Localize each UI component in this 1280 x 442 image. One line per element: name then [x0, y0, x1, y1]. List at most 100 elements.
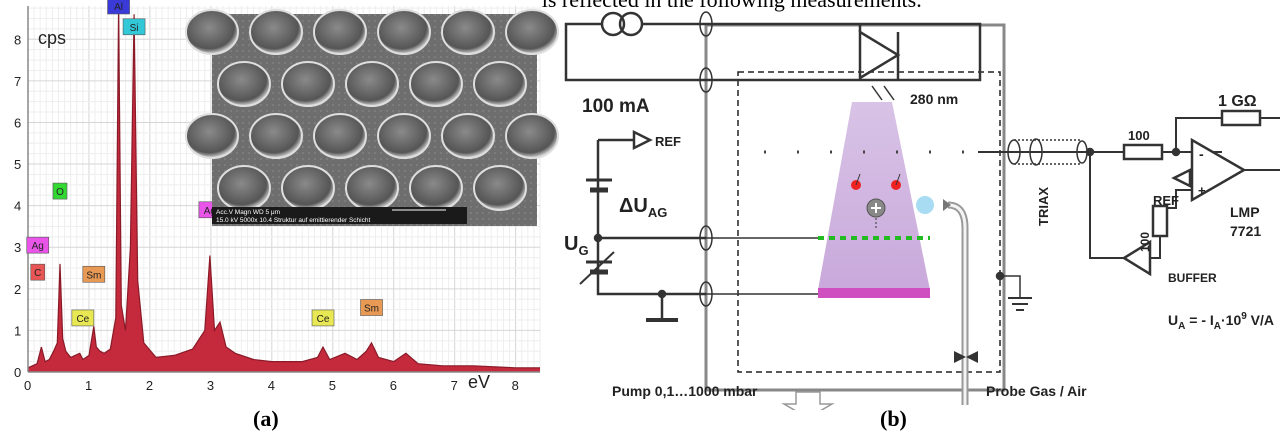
ref-label: REF — [655, 134, 681, 149]
current-label: 100 mA — [582, 96, 650, 117]
cathode-supply-wire — [596, 238, 706, 296]
sem-info-bar — [212, 207, 467, 224]
feedback-left — [1175, 117, 1222, 152]
feedthrough-top-1 — [699, 11, 713, 37]
triax-feedthrough-2 — [1029, 138, 1043, 166]
led-emission-arrow-1 — [871, 85, 883, 101]
resistor-feedback-label: 1 GΩ — [1218, 93, 1257, 110]
sem-pit — [441, 9, 495, 55]
triax-label: TRIAX — [1036, 187, 1051, 226]
peak-label-text: Ag — [204, 206, 216, 217]
sem-pit — [409, 165, 463, 211]
sem-pits — [185, 9, 559, 211]
probe-gas-tube-inner — [947, 203, 967, 405]
delta-u-label: ΔUAG — [619, 195, 667, 220]
peak-label-text: Ce — [76, 314, 89, 325]
var-source-arrow — [579, 251, 615, 285]
probe-gas-label: Probe Gas / Air — [986, 383, 1087, 399]
sem-info-row2: 15.0 kV 5000x 10.4 Struktur auf emittier… — [216, 217, 370, 224]
gas-molecule — [916, 196, 934, 214]
sem-pit — [473, 165, 527, 211]
circuit-diagram-panel — [564, 11, 1280, 410]
valve-left — [954, 351, 966, 363]
resistor-vertical — [1151, 204, 1169, 238]
x-tick-label: 6 — [390, 378, 397, 393]
probe-gas-tube — [947, 201, 969, 405]
pump-arrow — [781, 391, 835, 410]
opamp-minus-label: - — [1199, 146, 1204, 162]
sem-pit — [185, 113, 239, 159]
peak-label-text: Ce — [317, 314, 330, 325]
peak-label-text: Si — [130, 23, 139, 34]
peak-label-text: C — [34, 268, 41, 279]
x-tick-label: 5 — [329, 378, 336, 393]
spectrum-outline — [27, 5, 540, 369]
peak-label-box — [360, 299, 383, 316]
y-tick-label: 4 — [14, 199, 21, 214]
y-tick-label: 5 — [14, 157, 21, 172]
y-tick-label: 1 — [14, 323, 21, 338]
valve-right — [966, 351, 978, 363]
peak-label-text: Sm — [86, 270, 101, 281]
caption-a: (a) — [253, 406, 279, 431]
guard-wire — [1089, 152, 1124, 259]
sem-pit — [473, 61, 527, 107]
figure-canvas: 0 1 2 3 4 5 6 7 8 0 1 2 3 4 5 6 7 8 Al Si O Ag C Ce Sm Ag Ce Sm cp… — [0, 0, 1280, 410]
node-cathode — [657, 289, 667, 299]
sem-info-row1: Acc.V Magn WD 5 μm — [216, 209, 280, 216]
feedthrough-grid — [699, 225, 713, 251]
y-unit-label: cps — [38, 28, 66, 48]
spectrum-tick-labels: 0 1 2 3 4 5 6 7 8 0 1 2 3 4 5 6 7 8 — [14, 32, 519, 393]
x-tick-label: 4 — [268, 378, 275, 393]
x-tick-label: 1 — [85, 378, 92, 393]
spectrum-area — [27, 5, 540, 372]
ua-formula: UA = - IA·109 V/A — [1168, 311, 1274, 332]
probe-gas-arrow — [943, 199, 951, 211]
peak-label-text: O — [56, 187, 64, 198]
grid-supply-wire — [596, 140, 706, 240]
resistor-vertical-label: 100 — [1138, 232, 1152, 252]
edx-spectrum-panel: 0 1 2 3 4 5 6 7 8 0 1 2 3 4 5 6 7 8 Al Si O Ag C Ce Sm Ag Ce Sm cp… — [0, 0, 559, 410]
electron-arrow-2 — [895, 173, 901, 186]
sem-pit — [185, 9, 239, 55]
spectrum-axes — [27, 6, 540, 373]
source-lower-wire — [564, 22, 865, 82]
peak-label-box — [52, 182, 68, 200]
sem-pit — [249, 113, 303, 159]
peak-label-box — [30, 263, 46, 281]
peak-label-box — [26, 236, 50, 254]
caption-b: (b) — [880, 406, 907, 431]
x-tick-label: 7 — [451, 378, 458, 393]
uv-light-cone — [818, 102, 930, 290]
y-tick-label: 0 — [14, 365, 21, 380]
peak-label-text: Ag — [32, 241, 44, 252]
feedback-right — [1260, 117, 1280, 119]
led-emission-arrow-2 — [883, 85, 895, 101]
buffer-triangle — [1121, 239, 1152, 277]
y-tick-label: 3 — [14, 240, 21, 255]
x-unit-label: eV — [468, 372, 490, 392]
feedthrough-top-2 — [699, 67, 713, 93]
ref-triangle — [632, 129, 653, 151]
wavelength-label: 280 nm — [910, 91, 958, 107]
peak-label-box — [311, 309, 335, 327]
y-tick-label: 6 — [14, 115, 21, 130]
sem-pit — [505, 113, 559, 159]
peak-label-box — [71, 309, 95, 327]
x-tick-label: 8 — [512, 378, 519, 393]
sem-pit — [249, 9, 303, 55]
x-tick-label: 2 — [146, 378, 153, 393]
led-wire — [865, 22, 982, 82]
sem-pit — [345, 165, 399, 211]
sem-pit — [505, 9, 559, 55]
peak-labels: Al Si O Ag C Ce Sm Ag Ce Sm — [26, 0, 383, 327]
sem-pit — [217, 165, 271, 211]
electron-arrow-1 — [855, 173, 861, 186]
y-tick-label: 2 — [14, 282, 21, 297]
peak-label-box — [107, 0, 130, 15]
lmp-label: LMP — [1230, 204, 1260, 220]
sem-pit — [377, 9, 431, 55]
sem-pit — [377, 113, 431, 159]
sem-pit — [409, 61, 463, 107]
opamp-plus-label: + — [1198, 183, 1206, 198]
